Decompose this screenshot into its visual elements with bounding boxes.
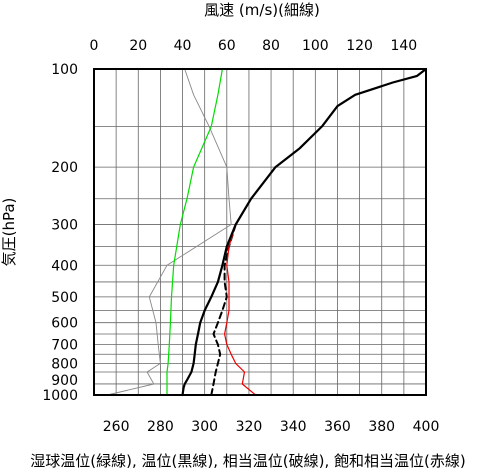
bottom-axis-title: 湿球温位(緑線), 温位(黒線), 相当温位(破線), 飽和相当温位(赤線) [30,452,465,470]
plot-frame [93,68,427,396]
top-tick-label: 80 [262,38,280,54]
bottom-tick-label: 300 [191,419,218,435]
series-line-風速 [106,68,232,396]
series-line-温位 [181,67,428,397]
left-tick-label: 100 [51,62,78,78]
left-tick-label: 600 [51,316,78,332]
series-line-相当温位 [210,223,237,396]
series-line-湿球温位 [166,68,223,396]
left-axis-title: 気圧(hPa) [0,198,18,267]
top-tick-label: 60 [218,38,236,54]
top-tick-label: 140 [390,38,417,54]
left-tick-label: 500 [51,290,78,306]
top-tick-label: 120 [346,38,373,54]
left-tick-label: 400 [51,258,78,274]
left-tick-label: 1000 [42,388,78,404]
top-tick-label: 0 [90,38,99,54]
bottom-tick-label: 260 [103,419,130,435]
left-tick-label: 800 [51,356,78,372]
bottom-tick-label: 360 [324,419,351,435]
tick-labels: 0 20 40 60 80 100 120 140 260 280 300 320 340 360 380 4… [42,38,439,435]
top-tick-label: 40 [174,38,192,54]
left-tick-label: 300 [51,218,78,234]
bottom-tick-label: 340 [280,419,307,435]
series-lines [106,67,428,397]
bottom-tick-label: 400 [413,419,440,435]
top-tick-label: 20 [129,38,147,54]
grid [94,69,426,395]
left-tick-label: 700 [51,338,78,354]
left-tick-label: 900 [51,373,78,389]
series-line-飽和相当温位 [224,68,427,396]
bottom-tick-label: 280 [147,419,174,435]
bottom-tick-label: 320 [236,419,263,435]
top-axis-title: 風速 (m/s)(細線) [204,1,320,19]
bottom-tick-label: 380 [368,419,395,435]
top-tick-label: 100 [302,38,329,54]
left-tick-label: 200 [51,160,78,176]
